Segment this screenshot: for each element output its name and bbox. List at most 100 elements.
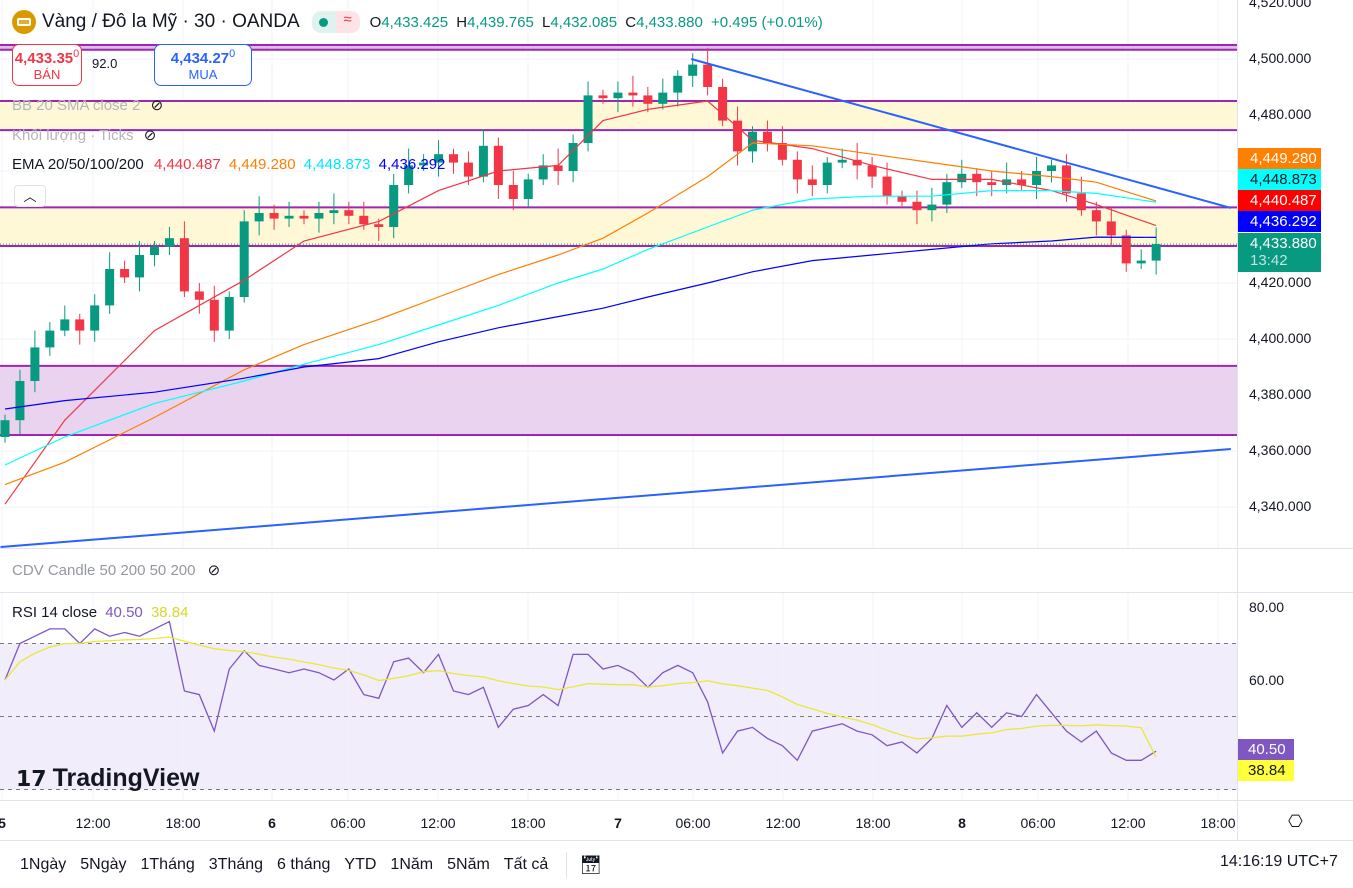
rsi-ma-line [4,636,1157,758]
candle [1136,249,1146,269]
candle-body [1121,235,1131,264]
buy-price-pip: 0 [229,48,236,60]
ema50-line [4,142,1157,486]
time-axis-label: 18:00 [165,815,201,831]
buy-label: MUA [188,67,218,82]
candle-body [583,95,593,143]
range-button[interactable]: 1Tháng [140,856,195,873]
cdv-label: CDV Candle 50 200 50 200 [12,562,196,579]
toolbar-separator [566,852,568,878]
time-axis-label: 12:00 [1110,815,1146,831]
candle [837,148,847,169]
volume-legend[interactable]: Khối lượng · Ticks ⊘ [12,126,156,144]
rsi-chart[interactable] [0,593,1237,843]
range-button[interactable]: Tất cả [503,856,549,873]
candle-body [957,173,967,183]
candle-body [1076,193,1086,211]
range-button[interactable]: YTD [344,856,377,873]
rsi-ma-value: 38.84 [150,604,189,621]
ema200-line [4,236,1157,410]
rsi-label: RSI 14 close [12,604,98,621]
tradingview-logo-icon: 𝟭𝟳 [16,765,47,791]
time-axis-label: 7 [614,815,622,831]
candle-body [239,221,249,297]
time-axis-label: 06:00 [1020,815,1056,831]
candle-body [748,131,757,152]
range-button[interactable]: 1Ngày [20,856,67,873]
goto-date-calendar-icon[interactable]: 📅︎ [579,854,603,875]
time-axis-label: 18:00 [855,815,891,831]
range-button[interactable]: 3Tháng [208,856,264,873]
candle [748,126,757,163]
eye-crossed-icon[interactable]: ⊘ [207,562,221,579]
candle-body [344,210,354,216]
range-button[interactable]: 5Năm [447,856,490,873]
bb-legend[interactable]: BB 20 SMA close 2 ⊘ [12,96,163,114]
candle-body [75,319,85,331]
cdv-legend[interactable]: CDV Candle 50 200 50 200 ⊘ [12,561,220,579]
buy-button[interactable]: 4,434.270 MUA [154,44,252,86]
pane-divider[interactable] [0,592,1353,593]
change-value: +0.495 (+0.01%) [710,13,823,31]
rsi-legend[interactable]: RSI 14 close 40.50 38.84 [12,604,188,621]
candle-body [389,185,399,227]
candle-body [419,162,429,166]
candle-body [807,179,817,185]
market-status-badge[interactable]: ≈ [311,11,360,33]
bottom-divider [0,840,1353,841]
sell-button[interactable]: 4,433.350 BÁN [12,44,82,86]
rsi-axis-label: 60.00 [1249,672,1285,688]
ema-legend[interactable]: EMA 20/50/100/200 4,440.487 4,449.280 4,… [12,156,445,173]
candle [718,78,728,127]
range-button[interactable]: 5Ngày [80,856,127,873]
symbol-title[interactable]: Vàng / Đô la Mỹ · 30 · OANDA [42,11,300,32]
last-price: 4,433.880 [1250,235,1317,252]
candle [254,196,264,236]
time-axis-label: 18:00 [1200,815,1236,831]
candle [658,78,668,110]
candle [987,171,997,197]
candle [239,210,249,303]
collapse-legend-button[interactable]: ︿ [14,185,46,207]
trendline [0,448,1231,548]
candle [643,87,653,113]
candle [583,81,593,152]
candle [508,171,518,211]
rsi-line [4,620,1157,762]
zone-fill [0,365,1237,436]
clock-timezone[interactable]: 14:16:19 UTC+7 [1220,853,1338,870]
candle [0,414,10,443]
price-axis-label: 4,500.000 [1249,50,1312,66]
time-axis-label: 18:00 [510,815,546,831]
chart-settings-button[interactable]: ⎔ [1288,812,1303,831]
candle-body [628,92,638,96]
pane-divider[interactable] [0,548,1353,549]
candle-body [792,159,802,180]
candle-body [60,319,70,331]
candle-body [135,255,145,278]
ema20-value: 4,440.487 [153,156,221,173]
ema50-price-tag: 4,449.280 [1238,148,1321,169]
eye-crossed-icon[interactable]: ⊘ [150,97,164,114]
candle-body [822,162,832,185]
candle-body [1091,210,1101,222]
price-axis-border [1237,0,1238,840]
candle-body [1017,179,1027,185]
candle-body [463,162,473,177]
candle-body [762,131,772,143]
candle [90,294,100,342]
candle [613,81,623,113]
range-button[interactable]: 1Năm [390,856,434,873]
tradingview-watermark[interactable]: 𝟭𝟳 TradingView [16,764,199,793]
eye-crossed-icon[interactable]: ⊘ [143,127,157,144]
range-toolbar: 1Ngày 5Ngày 1Tháng 3Tháng 6 tháng YTD 1Năm 5Năm… [20,852,602,878]
price-axis-label: 4,420.000 [1249,274,1312,290]
candle-body [150,246,159,255]
price-chart[interactable] [0,0,1237,548]
candle [1091,201,1101,236]
range-button[interactable]: 6 tháng [277,856,331,873]
candle-body [224,297,234,331]
candle-body [867,165,877,177]
candle [538,154,548,185]
candle-body [1106,221,1116,236]
